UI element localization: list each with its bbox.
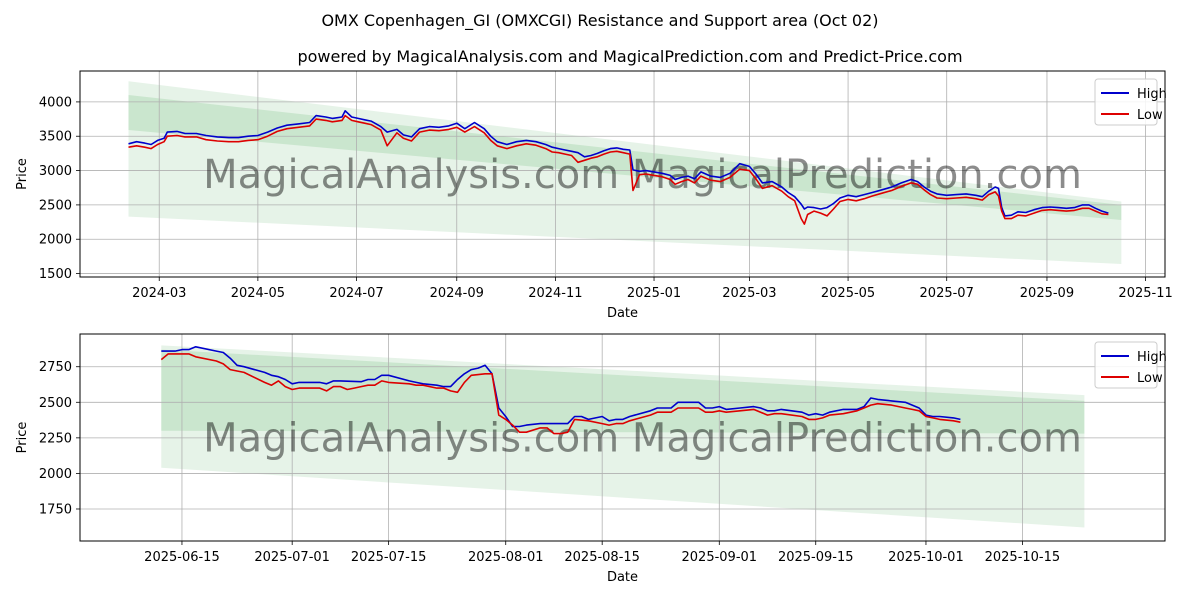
y-tick-label: 2500: [39, 198, 72, 213]
x-tick-label: 2025-01: [627, 286, 681, 301]
y-tick-label: 3000: [39, 164, 72, 179]
x-tick-label: 2025-03: [722, 286, 776, 301]
legend-high-label: High: [1137, 87, 1167, 102]
x-tick-label: 2025-07-01: [254, 550, 330, 565]
x-tick-label: 2024-03: [132, 286, 186, 301]
y-tick-label: 2000: [39, 233, 72, 248]
x-tick-label: 2025-05: [821, 286, 875, 301]
x-tick-label: 2025-09-01: [682, 550, 758, 565]
x-axis-label: Date: [607, 570, 638, 585]
x-tick-label: 2025-10-15: [985, 550, 1061, 565]
x-tick-label: 2025-07: [920, 286, 974, 301]
watermark: MagicalAnalysis.com MagicalPrediction.co…: [203, 416, 1082, 462]
y-tick-label: 2000: [39, 467, 72, 482]
x-tick-label: 2024-07: [329, 286, 383, 301]
y-axis-label: Price: [15, 158, 30, 190]
support-resistance-band-inner: [128, 95, 1122, 221]
x-tick-label: 2024-09: [430, 286, 484, 301]
x-axis-label: Date: [607, 306, 638, 321]
x-tick-label: 2025-08-15: [564, 550, 640, 565]
x-tick-label: 2025-10-01: [888, 550, 964, 565]
top-chart-panel: 1500 2000 2500 3000 3500 4000 2024-03 2024-05 20…: [15, 70, 1173, 321]
y-tick-label: 1500: [39, 267, 72, 282]
x-tick-label: 2024-11: [528, 286, 582, 301]
axes-frame: [79, 333, 1166, 542]
x-tick-label: 2025-08-01: [468, 550, 544, 565]
y-tick-label: 1750: [39, 502, 72, 517]
x-tick-label: 2025-06-15: [144, 550, 220, 565]
support-resistance-band-inner: [161, 349, 1085, 434]
legend-low-label: Low: [1137, 108, 1163, 123]
chart-title: OMX Copenhagen_GI (OMXCGI) Resistance an…: [321, 11, 878, 31]
y-tick-label: 4000: [39, 95, 72, 110]
low-series-line: [160, 353, 961, 435]
high-series-line: [161, 346, 961, 428]
legend-high-label: High: [1137, 350, 1167, 365]
bottom-chart-panel: 1750 2000 2250 2500 2750 2025-06-15 2025-07-01…: [15, 333, 1167, 585]
legend-low-label: Low: [1137, 371, 1163, 386]
low-series-line: [128, 114, 1109, 225]
y-tick-label: 2250: [39, 431, 72, 446]
high-series-line: [128, 110, 1109, 217]
support-resistance-band-outer: [161, 345, 1085, 528]
chart-subtitle: powered by MagicalAnalysis.com and Magic…: [297, 47, 962, 66]
x-tick-label: 2024-05: [231, 286, 285, 301]
y-axis-label: Price: [15, 422, 30, 454]
y-tick-label: 2500: [39, 396, 72, 411]
x-tick-label: 2025-11: [1118, 286, 1172, 301]
x-tick-label: 2025-07-15: [351, 550, 427, 565]
x-tick-label: 2025-09-15: [778, 550, 854, 565]
y-tick-label: 3500: [39, 130, 72, 145]
axes-frame: [79, 70, 1166, 278]
x-tick-label: 2025-09: [1020, 286, 1074, 301]
y-tick-label: 2750: [39, 360, 72, 375]
